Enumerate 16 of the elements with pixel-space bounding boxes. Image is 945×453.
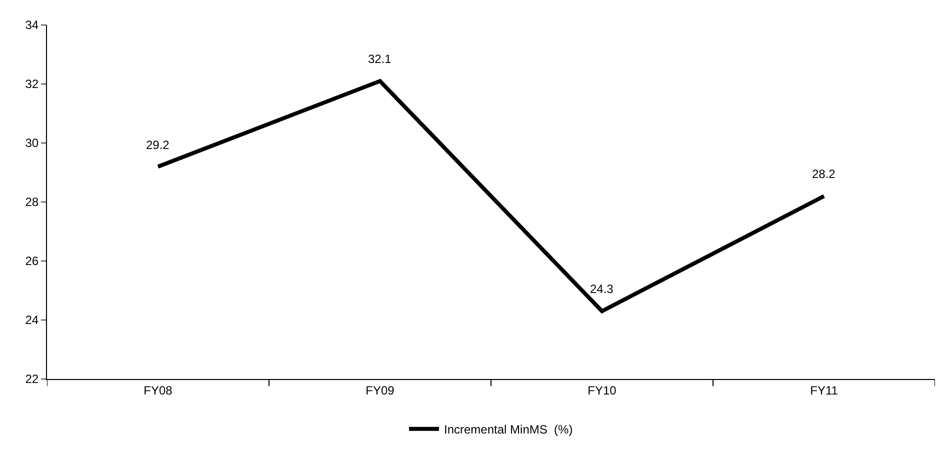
- y-tick-label: 28: [25, 195, 39, 210]
- x-tick-label: FY11: [810, 383, 838, 398]
- y-tick-label: 32: [25, 77, 39, 92]
- x-tick-label: FY10: [588, 383, 617, 398]
- data-label: 32.1: [368, 52, 392, 66]
- data-label: 29.2: [146, 138, 170, 152]
- y-tick-label: 24: [25, 313, 39, 328]
- legend-label: Incremental MinMS (%): [444, 422, 573, 437]
- data-label: 24.3: [590, 282, 614, 296]
- y-tick-label: 30: [25, 136, 39, 150]
- y-tick-label: 22: [25, 372, 39, 386]
- data-label: 28.2: [812, 167, 836, 181]
- y-tick-label: 26: [25, 254, 39, 268]
- x-tick-label: FY09: [366, 383, 395, 398]
- x-tick-label: FY08: [144, 383, 173, 398]
- y-tick-label: 34: [25, 18, 39, 32]
